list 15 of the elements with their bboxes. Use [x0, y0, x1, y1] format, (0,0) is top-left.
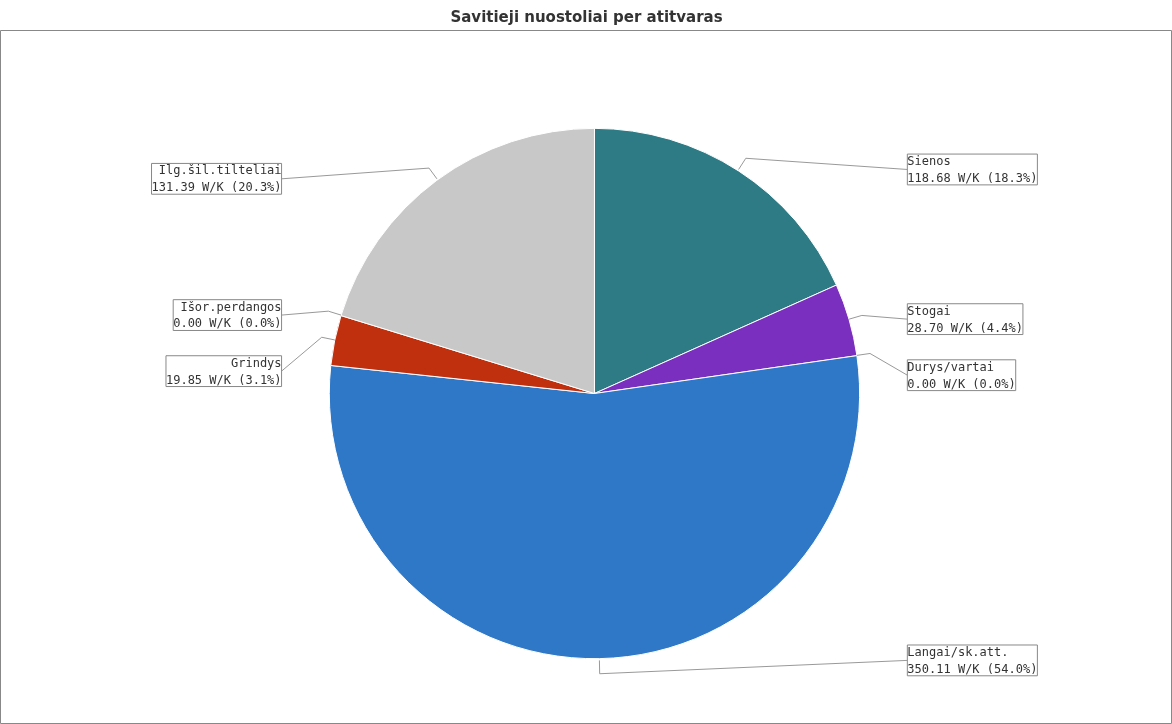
slice-label: Langai/sk.att. [907, 644, 1009, 659]
slice-label: Grindys [231, 355, 282, 370]
data-label: 19.85 W/K (3.1%) [165, 372, 282, 387]
slice-label: Stogai [907, 303, 951, 318]
chart-title: Savitieji nuostoliai per atitvaras [450, 7, 723, 26]
legend-label: Durys/vartai [907, 359, 995, 374]
data-label: 118.68 W/K (18.3%) [907, 170, 1038, 185]
slice-label: Ilg.šil.tilteliai [158, 163, 282, 178]
text: 0.00 W/K (0.0%) [907, 376, 1016, 391]
data-label: 131.39 W/K (20.3%) [151, 180, 282, 195]
data-label: 350.11 W/K (54.0%) [907, 661, 1038, 676]
slice-label: Sienos [907, 154, 951, 169]
data-label: 28.70 W/K (4.4%) [907, 320, 1023, 335]
text: 0.00 W/K (0.0%) [173, 316, 282, 331]
category-label: Išor.perdangos [180, 299, 282, 314]
